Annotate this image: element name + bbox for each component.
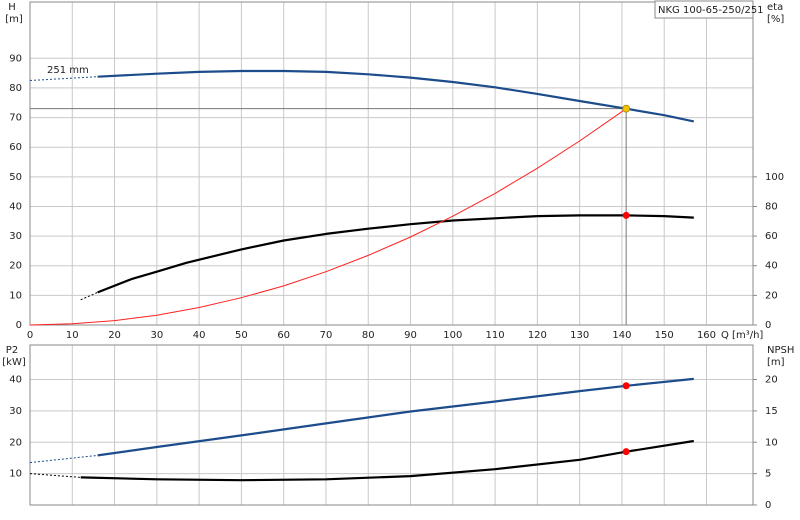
y-tick-label: 40: [9, 375, 22, 386]
x-tick-label: 140: [612, 330, 631, 341]
x-tick-label: 80: [362, 330, 375, 341]
x-tick-label: 160: [697, 330, 716, 341]
x-tick-label: 130: [570, 330, 589, 341]
curve: [29, 76, 98, 81]
x-tick-label: 10: [66, 330, 79, 341]
title-box: [654, 0, 754, 19]
curve: [29, 473, 81, 478]
y2-axis-label: NPSH: [767, 345, 794, 356]
curve: [97, 377, 694, 457]
x-tick-label: 90: [404, 330, 417, 341]
x-tick-label: 0: [27, 330, 33, 341]
x-tick-label: 150: [655, 330, 674, 341]
curve: [80, 439, 694, 482]
duty-point: [622, 104, 631, 113]
y-axis-label: H: [8, 2, 16, 13]
y2-tick-label: 15: [765, 406, 778, 417]
y-tick-label: 0: [16, 320, 22, 331]
y2-tick-label: 20: [765, 375, 778, 386]
duty-point: [622, 211, 630, 219]
y-tick-label: 90: [9, 53, 22, 64]
y-tick-label: 30: [9, 231, 22, 242]
plot-frame: [29, 1, 754, 326]
x-tick-label: 30: [150, 330, 163, 341]
duty-point: [622, 382, 630, 390]
y2-tick-label: 0: [765, 320, 771, 331]
y-axis-unit: [m]: [5, 14, 23, 25]
x-tick-label: 100: [443, 330, 462, 341]
x-tick-label: 120: [528, 330, 547, 341]
y2-tick-label: 20: [765, 290, 778, 301]
y2-axis-label: eta: [767, 2, 783, 13]
y-tick-label: 30: [9, 406, 22, 417]
y-axis-unit: [kW]: [2, 357, 26, 368]
y2-tick-label: 10: [765, 437, 778, 448]
y2-tick-label: 100: [765, 172, 784, 183]
y2-tick-label: 0: [765, 500, 771, 511]
y2-tick-label: 60: [765, 231, 778, 242]
plot-frame: [29, 344, 754, 506]
curve: [97, 214, 694, 294]
y-tick-label: 40: [9, 201, 22, 212]
x-axis-label: Q [m³/h]: [721, 330, 763, 341]
curve: [29, 454, 98, 464]
y-tick-label: 60: [9, 142, 22, 153]
y-tick-label: 10: [9, 290, 22, 301]
duty-point: [622, 448, 630, 456]
x-tick-label: 40: [193, 330, 206, 341]
curve: [80, 291, 98, 301]
y2-axis-unit: [%]: [767, 14, 784, 25]
x-tick-label: 50: [235, 330, 248, 341]
y-tick-label: 20: [9, 437, 22, 448]
y-axis-label: P2: [6, 345, 18, 356]
y2-tick-label: 5: [765, 469, 771, 480]
y2-axis-unit: [m]: [767, 357, 785, 368]
y-tick-label: 70: [9, 113, 22, 124]
curve: [29, 108, 627, 326]
x-tick-label: 60: [277, 330, 290, 341]
x-tick-label: 20: [108, 330, 121, 341]
y-tick-label: 50: [9, 172, 22, 183]
curve: [97, 69, 695, 123]
y2-tick-label: 40: [765, 261, 778, 272]
x-tick-label: 70: [320, 330, 333, 341]
chart-title: NKG 100-65-250/251: [658, 5, 764, 16]
y-tick-label: 80: [9, 83, 22, 94]
y-tick-label: 20: [9, 261, 22, 272]
y2-tick-label: 80: [765, 201, 778, 212]
y-tick-label: 10: [9, 469, 22, 480]
annotation: 251 mm: [47, 65, 89, 76]
x-tick-label: 110: [486, 330, 505, 341]
